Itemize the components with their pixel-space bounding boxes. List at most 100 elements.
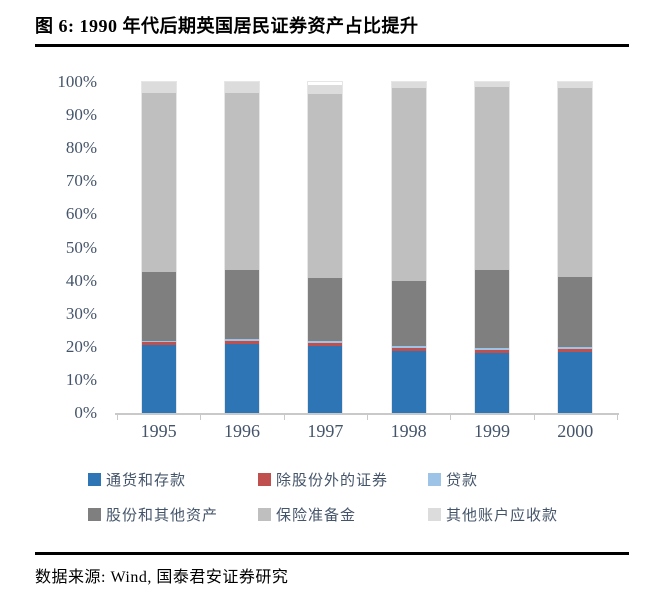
- legend-swatch-icon: [258, 508, 271, 521]
- bar-segment: [474, 82, 509, 87]
- bar-segment: [391, 82, 426, 88]
- stacked-bar-1997: [307, 81, 344, 414]
- x-tick-mark: [200, 415, 202, 420]
- y-tick-label: 0%: [74, 403, 97, 422]
- bar-segment: [308, 343, 343, 347]
- legend-swatch-icon: [428, 508, 441, 521]
- y-tick-label: 90%: [65, 105, 97, 125]
- legend-swatch-icon: [428, 473, 441, 486]
- data-source-text: 数据来源: Wind, 国泰君安证券研究: [35, 569, 289, 586]
- legend-label: 贷款: [446, 473, 479, 489]
- bar-segment: [224, 340, 259, 345]
- bar-segment: [474, 353, 509, 413]
- legend-item: 除股份外的证券: [258, 469, 428, 490]
- x-tick-mark: [450, 415, 452, 420]
- bar-segment: [308, 85, 343, 95]
- bar-segment: [474, 270, 509, 349]
- bar-segment: [224, 270, 259, 339]
- bars-container: [117, 81, 617, 414]
- legend-swatch-icon: [88, 473, 101, 486]
- bar-segment: [141, 272, 176, 341]
- y-tick-label: 100%: [57, 72, 97, 91]
- bar-segment: [391, 348, 426, 352]
- chart-legend: 通货和存款 除股份外的证券 贷款股份和其他资产 保险准备金 其他账户应收款: [88, 469, 558, 525]
- y-tick-label: 20%: [65, 336, 97, 356]
- bar-segment: [308, 277, 343, 341]
- x-axis-labels: 1995 1996 1997 1998 1999 2000: [117, 421, 617, 442]
- bar-slot-1997: [284, 81, 367, 414]
- bar-segment: [224, 82, 259, 93]
- legend-label: 股份和其他资产: [106, 508, 219, 524]
- footer-divider-line: [35, 552, 629, 555]
- x-tick-mark: [117, 415, 118, 420]
- bar-segment: [558, 347, 593, 350]
- bar-segment: [558, 349, 593, 353]
- bar-segment: [558, 352, 593, 413]
- bar-segment: [558, 82, 593, 88]
- y-tick-label: 70%: [65, 171, 97, 191]
- stacked-bar-chart: 0% 10% 20% 30% 40% 50% 60% 70% 80% 90% 100% 1995 19…: [30, 72, 619, 442]
- bar-segment: [474, 87, 509, 271]
- legend-label: 保险准备金: [276, 508, 357, 524]
- legend-label: 通货和存款: [106, 473, 187, 489]
- y-tick-label: 50%: [65, 237, 97, 257]
- bar-segment: [391, 280, 426, 347]
- x-axis-label-2000: 2000: [557, 421, 594, 441]
- x-axis-line: [115, 413, 619, 415]
- bar-segment: [141, 341, 176, 346]
- figure-title: 图 6: 1990 年代后期英国居民证券资产占比提升: [35, 16, 419, 36]
- bar-segment: [308, 94, 343, 278]
- bar-segment: [141, 82, 176, 93]
- y-tick-label: 80%: [65, 138, 97, 158]
- bar-segment: [391, 351, 426, 413]
- bar-segment: [474, 348, 509, 351]
- legend-item: 通货和存款: [88, 469, 258, 490]
- plot-area: [115, 81, 619, 420]
- x-tick-mark: [367, 415, 368, 420]
- stacked-bar-1995: [140, 81, 177, 414]
- title-divider-line: [35, 44, 629, 47]
- bar-segment: [558, 87, 593, 277]
- bar-segment: [141, 340, 176, 342]
- bar-slot-1995: [117, 81, 200, 414]
- stacked-bar-1996: [223, 81, 260, 414]
- x-tick-mark: [533, 415, 535, 420]
- stacked-bar-2000: [557, 81, 594, 414]
- bar-segment: [224, 338, 259, 341]
- bar-segment: [474, 350, 509, 354]
- x-axis-label-1999: 1999: [473, 421, 510, 441]
- bar-segment: [224, 92, 259, 271]
- legend-item: 其他账户应收款: [428, 504, 558, 525]
- y-axis: 0% 10% 20% 30% 40% 50% 60% 70% 80% 90% 100%: [30, 72, 97, 422]
- bar-segment: [224, 344, 259, 413]
- x-axis-label-1996: 1996: [223, 421, 260, 441]
- x-tick-mark: [617, 415, 618, 420]
- stacked-bar-1999: [473, 81, 510, 414]
- legend-item: 保险准备金: [258, 504, 428, 525]
- bar-segment: [558, 276, 593, 348]
- legend-label: 其他账户应收款: [446, 508, 559, 524]
- y-tick-label: 10%: [65, 369, 97, 389]
- bar-slot-2000: [534, 81, 617, 414]
- x-axis-label-1995: 1995: [140, 421, 177, 441]
- bar-segment: [141, 92, 176, 273]
- bar-segment: [141, 345, 176, 413]
- legend-item: 贷款: [428, 469, 558, 490]
- stacked-bar-1998: [390, 81, 427, 414]
- x-axis-label-1997: 1997: [307, 421, 344, 441]
- x-tick-mark: [283, 415, 285, 420]
- bar-slot-1999: [450, 81, 533, 414]
- bar-segment: [308, 346, 343, 413]
- x-axis-label-1998: 1998: [390, 421, 427, 441]
- bar-slot-1996: [200, 81, 283, 414]
- legend-label: 除股份外的证券: [276, 473, 389, 489]
- y-tick-label: 30%: [65, 303, 97, 323]
- legend-swatch-icon: [258, 473, 271, 486]
- legend-swatch-icon: [88, 508, 101, 521]
- bar-slot-1998: [367, 81, 450, 414]
- y-tick-label: 60%: [65, 204, 97, 224]
- legend-item: 股份和其他资产: [88, 504, 258, 525]
- y-tick-label: 40%: [65, 270, 97, 290]
- bar-segment: [391, 346, 426, 349]
- bar-segment: [308, 340, 343, 344]
